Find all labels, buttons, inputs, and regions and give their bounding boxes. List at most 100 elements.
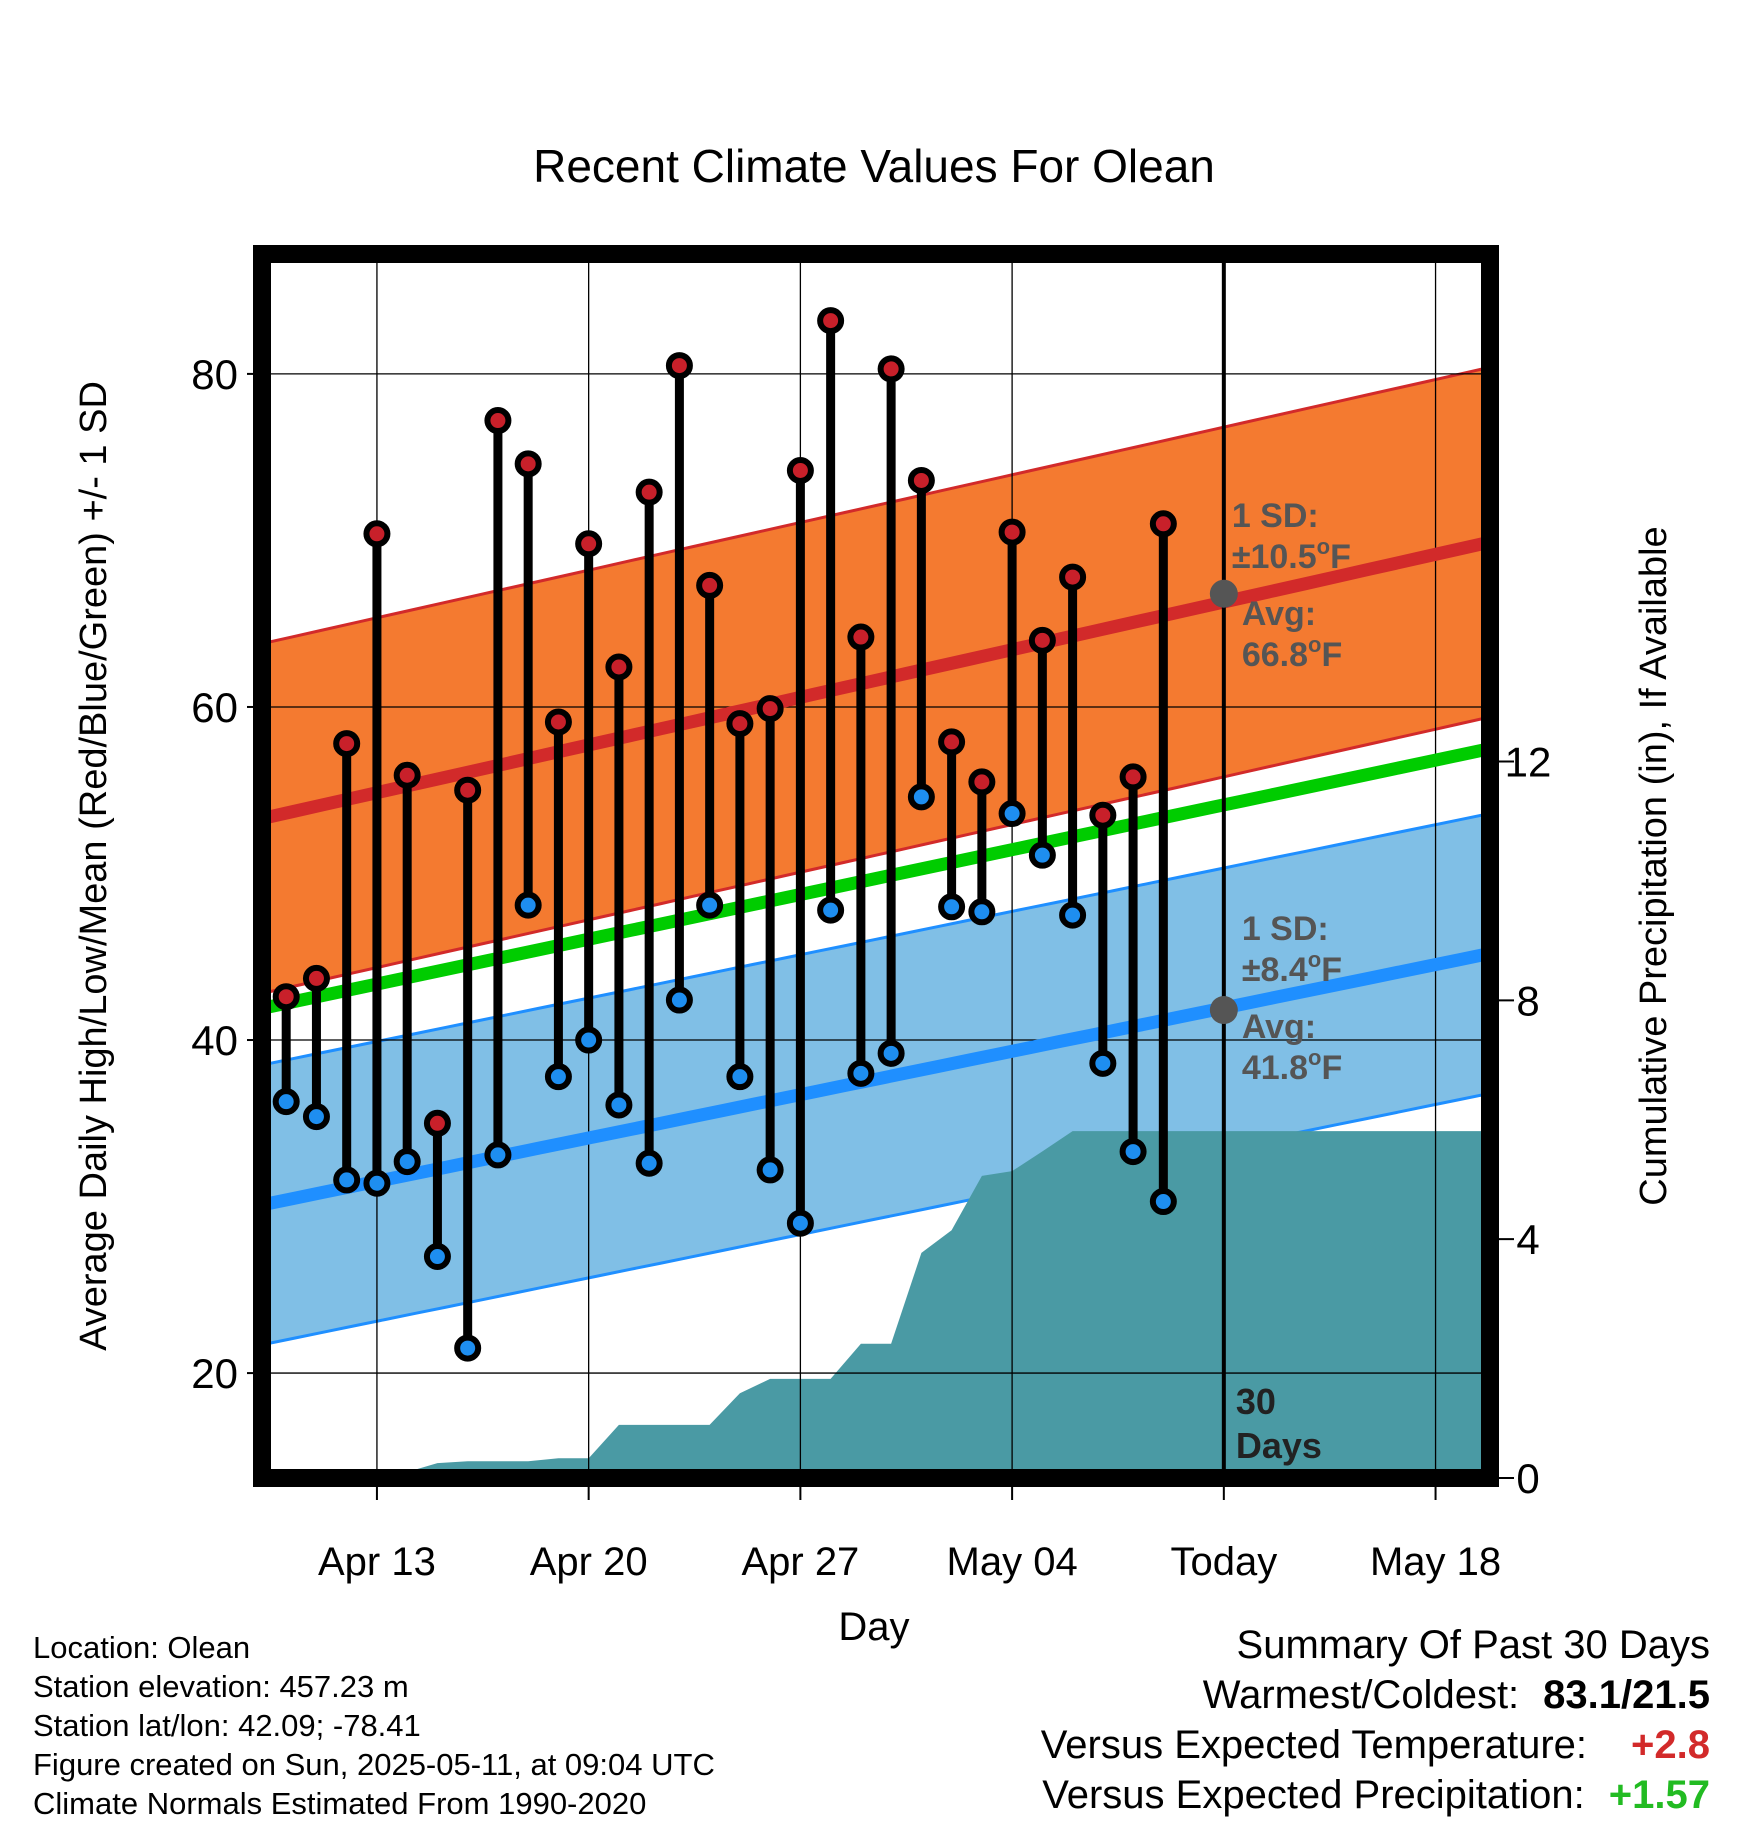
summary-panel: Summary Of Past 30 Days Warmest/Coldest:… — [1041, 1620, 1710, 1820]
cumulative-precip-area — [286, 1131, 1490, 1478]
x-tick-label-0: Apr 13 — [318, 1540, 436, 1584]
summary-precip-row: Versus Expected Precipitation: +1.57 — [1041, 1770, 1710, 1820]
y-tick-label-right-2: 8 — [1516, 977, 1539, 1024]
high-point-9 — [544, 708, 572, 736]
high-point-25 — [1028, 626, 1056, 654]
low-point-14 — [696, 891, 724, 919]
temp-label: Versus Expected Temperature: — [1040, 1723, 1588, 1767]
high-point-20 — [877, 355, 905, 383]
summary-title: Summary Of Past 30 Days — [1236, 1623, 1710, 1667]
high-point-22 — [938, 728, 966, 756]
low-point-7 — [484, 1141, 512, 1169]
low-point-23 — [968, 898, 996, 926]
summary-temp-row: Versus Expected Temperature: +2.8 — [1041, 1720, 1710, 1770]
low-avg-value: 41.8oF — [1242, 1045, 1342, 1087]
low-point-20 — [877, 1039, 905, 1067]
high-point-0 — [272, 983, 300, 1011]
low-point-8 — [514, 891, 542, 919]
high-avg-line — [262, 535, 1490, 825]
high-point-7 — [484, 407, 512, 435]
summary-warmest-row: Warmest/Coldest: 83.1/21.5 — [1041, 1670, 1710, 1720]
high-point-12 — [635, 478, 663, 506]
warmest-value: 83.1/21.5 — [1543, 1673, 1710, 1717]
precip-label: Versus Expected Precipitation: — [1042, 1773, 1585, 1817]
low-point-16 — [756, 1156, 784, 1184]
low-point-12 — [635, 1149, 663, 1177]
info-normals: Climate Normals Estimated From 1990-2020 — [33, 1786, 647, 1821]
low-point-25 — [1028, 841, 1056, 869]
y-tick-label-right-0: 0 — [1516, 1455, 1539, 1502]
high-point-26 — [1059, 563, 1087, 591]
low-point-10 — [575, 1026, 603, 1054]
plot-area — [262, 0, 1490, 1478]
low-point-13 — [665, 986, 693, 1014]
high-point-14 — [696, 571, 724, 599]
high-sd-label: 1 SD: — [1232, 497, 1319, 535]
low-point-9 — [544, 1063, 572, 1091]
low-point-21 — [907, 783, 935, 811]
y-axis-label-right: Cumulative Precipitation (in), If Availa… — [1633, 526, 1675, 1205]
low-point-22 — [938, 893, 966, 921]
high-point-27 — [1089, 801, 1117, 829]
y-tick-label-right-3: 12 — [1505, 739, 1552, 786]
y-axis-label-left: Average Daily High/Low/Mean (Red/Blue/Gr… — [73, 381, 115, 1351]
high-point-21 — [907, 466, 935, 494]
temp-value: +2.8 — [1631, 1723, 1710, 1767]
low-point-2 — [333, 1166, 361, 1194]
station-info: Location: Olean Station elevation: 457.2… — [33, 1628, 715, 1823]
high-point-16 — [756, 695, 784, 723]
y-tick-label-left-3: 80 — [191, 351, 238, 398]
high-point-1 — [302, 964, 330, 992]
high-point-17 — [786, 456, 814, 484]
high-point-15 — [726, 710, 754, 738]
low-avg-today-dot — [1209, 996, 1238, 1025]
warmest-label: Warmest/Coldest: — [1202, 1673, 1520, 1717]
high-sd-upper-edge — [262, 365, 1490, 646]
x-tick-label-1: Apr 20 — [530, 1540, 648, 1584]
low-point-3 — [363, 1169, 391, 1197]
high-point-18 — [817, 307, 845, 335]
info-created: Figure created on Sun, 2025-05-11, at 09… — [33, 1747, 715, 1782]
plot-frame — [253, 245, 1499, 1487]
precip-value: +1.57 — [1608, 1773, 1710, 1817]
low-point-11 — [605, 1091, 633, 1119]
high-point-5 — [423, 1109, 451, 1137]
high-point-11 — [605, 653, 633, 681]
x-tick-label-3: May 04 — [947, 1540, 1078, 1584]
low-point-19 — [847, 1059, 875, 1087]
high-point-13 — [665, 352, 693, 380]
low-point-24 — [998, 800, 1026, 828]
low-point-18 — [817, 896, 845, 924]
low-point-28 — [1119, 1138, 1147, 1166]
days-count-number: 30 — [1236, 1381, 1276, 1422]
low-point-26 — [1059, 901, 1087, 929]
high-avg-value: 66.8oF — [1242, 632, 1342, 674]
y-tick-label-left-2: 60 — [191, 684, 238, 731]
high-point-28 — [1119, 763, 1147, 791]
y-tick-label-left-0: 20 — [191, 1350, 238, 1397]
high-avg-today-dot — [1209, 579, 1238, 608]
high-point-19 — [847, 623, 875, 651]
low-sd-label: 1 SD: — [1242, 910, 1329, 948]
low-point-1 — [302, 1103, 330, 1131]
axes: 20 40 60 80 0 4 8 12 Apr 13 Apr 20 Apr 27 May 04 Tod… — [191, 351, 1551, 1584]
high-point-6 — [454, 776, 482, 804]
low-point-0 — [272, 1088, 300, 1116]
high-point-24 — [998, 518, 1026, 546]
high-sd-value: ±10.5oF — [1232, 534, 1351, 576]
chart-title: Recent Climate Values For Olean — [533, 140, 1215, 192]
info-location: Location: Olean — [33, 1630, 251, 1665]
info-latlon: Station lat/lon: 42.09; -78.41 — [33, 1708, 421, 1743]
high-point-8 — [514, 450, 542, 478]
low-point-30 — [1183, 0, 1204, 11]
low-sd-value: ±8.4oF — [1242, 947, 1342, 989]
low-point-5 — [423, 1243, 451, 1271]
info-elevation: Station elevation: 457.23 m — [33, 1669, 409, 1704]
low-point-4 — [393, 1148, 421, 1176]
x-tick-label-4: Today — [1170, 1540, 1277, 1584]
high-point-30 — [1183, 0, 1204, 11]
x-axis-label: Day — [838, 1605, 909, 1649]
high-point-10 — [575, 530, 603, 558]
x-tick-label-2: Apr 27 — [741, 1540, 859, 1584]
